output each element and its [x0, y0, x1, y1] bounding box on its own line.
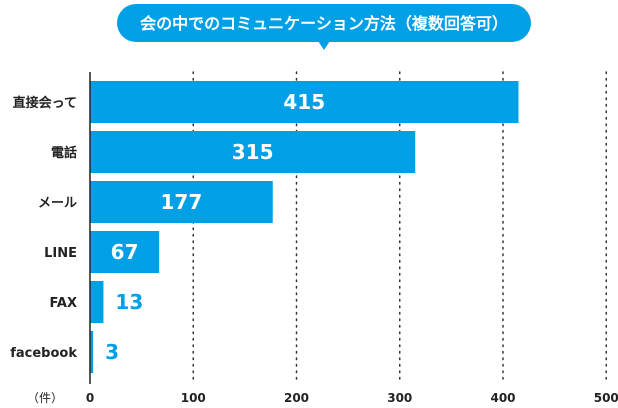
- bar: [90, 81, 519, 123]
- x-tick-label: 500: [594, 391, 618, 405]
- x-tick-labels: 0 100 200 300 400 500: [86, 391, 618, 405]
- data-label: 13: [115, 290, 143, 314]
- data-label: 67: [111, 240, 139, 264]
- bars: 415 315 177 67 13 3: [90, 81, 519, 373]
- data-label: 3: [105, 340, 119, 364]
- x-tick-label: 400: [490, 391, 515, 405]
- x-tick-label: 100: [181, 391, 206, 405]
- category-label: メール: [38, 196, 77, 211]
- bar: [90, 131, 416, 173]
- chart-title: 会の中でのコミュニケーション方法（複数回答可）: [117, 4, 531, 50]
- data-label: 415: [283, 90, 325, 114]
- category-label: facebook: [10, 346, 77, 361]
- unit-label: （件）: [27, 391, 63, 405]
- data-label: 315: [232, 140, 274, 164]
- x-tick-label: 200: [284, 391, 309, 405]
- data-label: 177: [161, 190, 203, 214]
- x-tick-label: 300: [387, 391, 412, 405]
- gridlines: [192, 71, 607, 381]
- bar: [90, 331, 94, 373]
- category-label: 直接会って: [13, 95, 77, 111]
- title-bubble: [117, 4, 531, 42]
- chart-title-text: 会の中でのコミュニケーション方法（複数回答可）: [140, 14, 508, 33]
- category-label: LINE: [44, 246, 77, 261]
- bar: [90, 181, 273, 223]
- x-tick-label: 0: [86, 391, 94, 405]
- bar: [90, 281, 104, 323]
- category-label: 電話: [51, 145, 77, 161]
- category-label: FAX: [50, 296, 77, 311]
- title-bubble-tail: [318, 41, 330, 50]
- bar: [90, 231, 160, 273]
